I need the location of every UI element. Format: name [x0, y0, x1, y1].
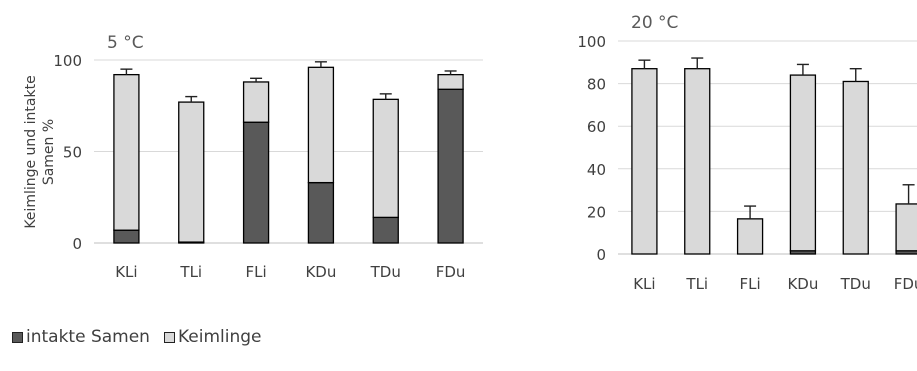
chart-1-bar-intakte-samen-FDu — [437, 88, 464, 244]
chart-1-y-tick-50: 50 — [63, 144, 82, 162]
chart-1-bar-intakte-samen-FLi — [242, 121, 270, 244]
chart-1-category-label-TLi: TLi — [179, 263, 202, 281]
chart-1-category-label-FLi: FLi — [246, 263, 267, 281]
chart-1-category-label-KLi: KLi — [115, 263, 137, 281]
legend-swatch-keimlinge — [163, 331, 175, 343]
legend-item-intakte-samen: intakte Samen — [12, 327, 150, 347]
chart-1-bar-intakte-samen-KDu — [307, 181, 335, 244]
chart-2-category-label-KDu: KDu — [787, 275, 818, 293]
chart-2-y-tick-40: 40 — [587, 161, 606, 179]
chart-2-bar-keimlinge-KLi — [631, 68, 658, 255]
chart-1-y-axis-label: Keimlinge und intakte Samen % — [23, 75, 57, 228]
chart-2-category-label-FLi: FLi — [740, 275, 761, 293]
chart-2-bar-keimlinge-FLi — [736, 218, 764, 255]
chart-2-y-tick-80: 80 — [587, 76, 606, 94]
chart-1-title: 5 °C — [107, 33, 144, 53]
chart-2-bar-keimlinge-TDu — [842, 80, 869, 255]
legend: intakte Samen Keimlinge — [12, 327, 261, 347]
chart-1-bar-keimlinge-KLi — [113, 73, 140, 231]
legend-swatch-intakte-samen — [12, 331, 23, 343]
chart-1-bar-keimlinge-TDu — [372, 98, 399, 219]
chart-1-bar-intakte-samen-KLi — [113, 229, 140, 244]
legend-label-keimlinge: Keimlinge — [177, 327, 262, 347]
chart-1-bar-keimlinge-FLi — [242, 81, 270, 123]
chart-1-bar-intakte-samen-TDu — [372, 216, 399, 244]
chart-1-y-tick-0: 0 — [72, 235, 82, 253]
chart-2-category-label-FDu: FDu — [894, 275, 917, 293]
chart-2-bar-keimlinge-KDu — [789, 74, 817, 252]
chart-1-bar-keimlinge-FDu — [437, 73, 464, 90]
chart-1-y-tick-100: 100 — [53, 52, 82, 70]
chart-2-bar-keimlinge-FDu — [895, 203, 917, 252]
chart-2-category-label-TDu: TDu — [840, 275, 871, 293]
chart-1-category-label-FDu: FDu — [436, 263, 466, 281]
chart-2-bar-keimlinge-TLi — [684, 68, 711, 255]
chart-2-y-tick-0: 0 — [596, 246, 606, 264]
chart-2-y-tick-100: 100 — [577, 33, 606, 51]
chart-1-bar-keimlinge-TLi — [178, 101, 205, 243]
chart-2-y-tick-60: 60 — [587, 118, 606, 136]
legend-label-intakte-samen: intakte Samen — [26, 327, 150, 347]
chart-2-category-label-KLi: KLi — [633, 275, 655, 293]
chart-2-category-label-TLi: TLi — [685, 275, 708, 293]
legend-item-keimlinge: Keimlinge — [163, 327, 262, 347]
chart-2-title: 20 °C — [631, 13, 678, 33]
chart-2-y-tick-20: 20 — [587, 203, 606, 221]
chart-1-bar-keimlinge-KDu — [307, 66, 335, 184]
chart-1-category-label-TDu: TDu — [370, 263, 401, 281]
chart-1-category-label-KDu: KDu — [305, 263, 336, 281]
